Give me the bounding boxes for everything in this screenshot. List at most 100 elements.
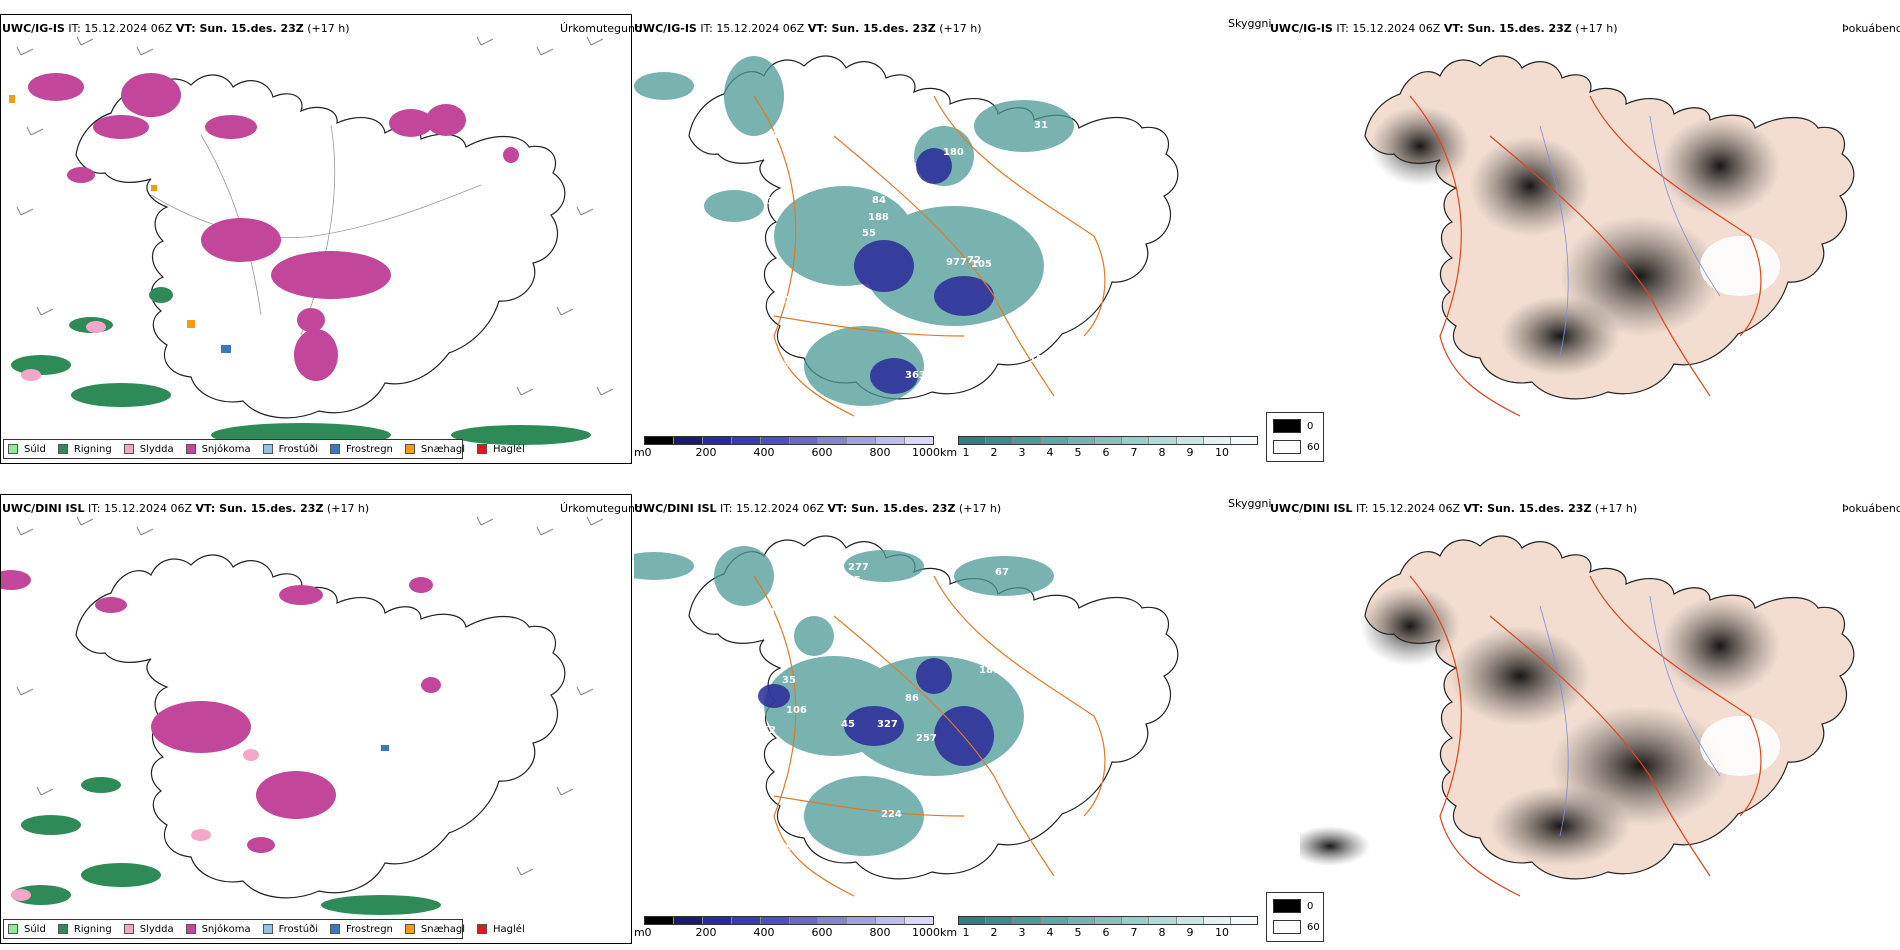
visibility-colorbar-bottom: km 1 2 3 4 5 6 7 8 9 10 [940, 916, 1260, 940]
cloud-value-label: 106 [786, 705, 807, 716]
colorbar-tick: 5 [1074, 446, 1082, 459]
colorbar-tick: 4 [1046, 926, 1054, 939]
valid-time: Sun. 15.des. 23Z [1463, 22, 1572, 35]
legend-swatch [330, 924, 340, 934]
legend-label: Súld [24, 923, 46, 935]
fog-legend-label: 0 [1307, 420, 1314, 432]
colorbar-tick: 600 [811, 926, 833, 939]
visibility-colorbar-top: km 1 2 3 4 5 6 7 8 9 10 [940, 436, 1260, 460]
panel-header-top-2: UWC/IG-IS IT: 15.12.2024 06Z VT: Sun. 15… [634, 22, 982, 35]
precip-type-legend-top: Súld Rigning Slydda Snjókoma Frostúði Fr… [3, 439, 525, 459]
lead-time: (+17 h) [955, 502, 1002, 515]
precip-type-panel-bottom: Súld Rigning Slydda Snjókoma Frostúði Fr… [0, 494, 632, 944]
cloud-value-label: 823 [921, 856, 942, 867]
cloud-value-label: 157 [1029, 354, 1050, 365]
legend-label: Frostregn [346, 923, 393, 935]
colorbar-tick: 600 [811, 446, 833, 459]
colorbar-tick: 6 [1102, 926, 1110, 939]
legend-swatch [8, 924, 18, 934]
colorbar-unit: m [634, 926, 645, 939]
legend-label: Rigning [73, 923, 112, 935]
legend-swatch [330, 444, 340, 454]
panel-title-precip-bottom: Úrkomutegund [560, 502, 642, 515]
legend-swatch [123, 444, 134, 454]
cloud-value-label: 12 [868, 315, 882, 326]
colorbar-tick: 0 [644, 926, 652, 939]
cloud-value-label: 31 [1034, 120, 1048, 131]
colorbar-tick: 800 [869, 446, 891, 459]
vt-label: VT: [827, 502, 848, 515]
valid-time: Sun. 15.des. 23Z [847, 502, 956, 515]
panel-title-precip-top: Úrkomutegund [560, 22, 642, 35]
legend-item: Frostúði [262, 924, 318, 935]
precip-type-legend-bottom: Súld Rigning Slydda Snjókoma Frostúði Fr… [3, 919, 525, 939]
legend-item: Slydda [123, 444, 174, 455]
cloud-value-label: 72 [967, 255, 981, 266]
cloud-value-label: 695 [840, 575, 861, 586]
colorbar-tick: 8 [1158, 926, 1166, 939]
cloud-value-label: 277 [848, 562, 869, 573]
legend-label: Snjókoma [201, 443, 251, 455]
colorbar-tick: 400 [753, 926, 775, 939]
cloud-map-top: 157 301 31 55 180 302 224 65 11 406 26 75 229 44 105 18… [634, 55, 1179, 417]
legend-label: Snæhagl [420, 443, 466, 455]
legend-swatch [477, 924, 488, 934]
fog-legend-label: 0 [1307, 900, 1314, 912]
vt-label: VT: [175, 22, 196, 35]
legend-label: Slydda [139, 923, 174, 935]
legend-item: Haglél [477, 444, 525, 455]
lead-time: (+17 h) [935, 22, 982, 35]
cloud-value-label: 105 [971, 259, 992, 270]
legend-label: Snjókoma [201, 923, 251, 935]
legend-item: Rigning [57, 444, 112, 455]
colorbar-tick: 7 [1130, 446, 1138, 459]
legend-label: Frostregn [346, 443, 393, 455]
legend-item: Slydda [123, 923, 174, 935]
fog-map-bottom [1300, 535, 1855, 897]
cloud-value-label: 406 [841, 168, 862, 179]
cloud-value-label: 86 [905, 693, 919, 704]
cloud-value-label: 71 [927, 626, 941, 637]
cloud-value-labels: 157 301 31 55 180 302 224 65 11 406 26 75 229 44 105 18… [753, 90, 1084, 381]
panel-title-cloud-bottom: Skyggni [1228, 497, 1272, 510]
lead-time: (+17 h) [1571, 22, 1618, 35]
cloud-value-label: 75 [804, 328, 818, 339]
legend-swatch [123, 924, 134, 934]
model-name: UWC/DINI ISL [634, 502, 717, 515]
colorbar-tick: 3 [1018, 926, 1026, 939]
panel-header-top-3: UWC/IG-IS IT: 15.12.2024 06Z VT: Sun. 15… [1270, 22, 1618, 35]
model-name: UWC/DINI ISL [2, 502, 85, 515]
panel-title-cloud-top: Skyggni [1228, 17, 1272, 30]
colorbar-tick: 1000 [912, 926, 940, 939]
colorbar-unit: m [634, 446, 645, 459]
legend-label: Frostúði [278, 443, 318, 455]
cloud-map-bottom: 277 204 137 327 257 106 136 70 62 71 86 279 695 45 823… [634, 535, 1179, 897]
cloud-value-label: 306 [929, 855, 950, 866]
cloud-value-label: 224 [881, 809, 902, 820]
precip-map-bottom [1, 516, 604, 915]
cloud-value-label: 144 [1063, 187, 1084, 198]
cloud-value-label: 35 [782, 675, 796, 686]
legend-item: Snæhagl [404, 924, 465, 935]
lead-time: (+17 h) [323, 502, 370, 515]
precip-map-top [9, 36, 614, 447]
cloud-value-label: 70 [965, 631, 979, 642]
colorbar-tick: 4 [1046, 446, 1054, 459]
legend-label: Haglél [493, 443, 525, 455]
valid-time: Sun. 15.des. 23Z [195, 22, 304, 35]
cloud-value-labels: 277 204 137 327 257 106 136 70 62 71 86 279 695 45 823… [761, 562, 1076, 867]
fog-panel-top [1300, 36, 1900, 456]
cloud-value-label: 84 [872, 195, 886, 206]
cloud-value-label: 45 [841, 719, 855, 730]
cloud-base-colorbar-top: m 0 200 400 600 800 1000 [634, 436, 940, 460]
panel-title-fog-bottom: Þokuábendi [1842, 502, 1900, 515]
colorbar-tick: 2 [990, 446, 998, 459]
fog-legend-top: 0 60 [1266, 412, 1324, 462]
legend-item: Rigning [57, 923, 112, 935]
cloud-value-label: 204 [971, 599, 992, 610]
model-name: UWC/IG-IS [634, 22, 697, 35]
panel-header-top-1: UWC/IG-IS IT: 15.12.2024 06Z VT: Sun. 15… [2, 22, 350, 35]
cloud-value-label: 257 [916, 733, 937, 744]
colorbar-tick: 10 [1215, 446, 1229, 459]
colorbar-tick: 2 [990, 926, 998, 939]
